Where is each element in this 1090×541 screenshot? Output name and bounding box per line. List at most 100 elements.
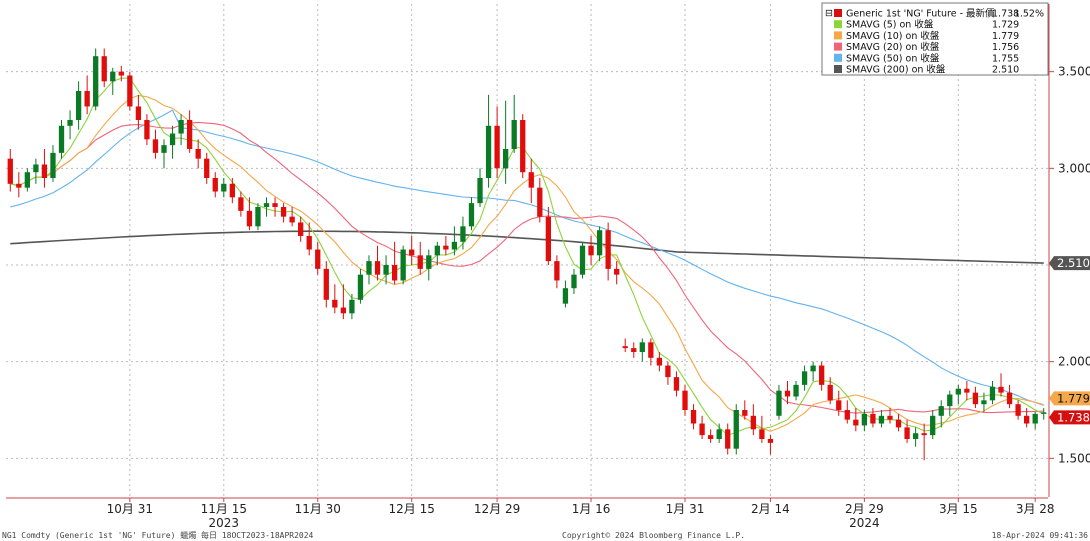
- candle-body: [588, 245, 594, 256]
- legend-swatch: [834, 65, 842, 73]
- candle: [298, 216, 304, 242]
- candle-body: [212, 178, 218, 192]
- candle: [494, 106, 500, 178]
- candle-body: [912, 433, 919, 439]
- legend-bullet: ⊟: [825, 8, 833, 19]
- x-tick-label: 3月 15: [939, 502, 978, 516]
- candle: [323, 261, 329, 308]
- candle-body: [648, 342, 654, 358]
- candle-body: [836, 400, 842, 410]
- candle: [793, 381, 799, 401]
- candle: [1006, 384, 1013, 409]
- candle-body: [169, 133, 176, 146]
- candle: [554, 255, 560, 289]
- sma10-line: [10, 94, 1044, 432]
- candle: [434, 241, 440, 265]
- candle-body: [238, 197, 244, 211]
- candle: [101, 48, 107, 88]
- candle-body: [195, 149, 201, 159]
- legend-value: 1.729: [992, 20, 1019, 31]
- candle: [827, 377, 833, 405]
- candle: [315, 241, 321, 275]
- candle: [41, 149, 48, 188]
- value-tag: 1.779: [1049, 391, 1090, 406]
- candle: [878, 410, 885, 428]
- candle: [605, 222, 611, 281]
- candle: [349, 294, 355, 320]
- candle: [947, 390, 953, 416]
- candle-body: [947, 394, 953, 407]
- candle: [75, 81, 82, 130]
- candle: [981, 392, 987, 412]
- legend-label: SMAVG (5) on 收盤: [846, 19, 934, 31]
- candle-body: [58, 125, 65, 153]
- candles: [7, 48, 1047, 461]
- candle: [537, 178, 543, 223]
- candle-body: [631, 348, 637, 352]
- legend-label: SMAVG (20) on 收盤: [846, 41, 940, 53]
- ma200-path: [10, 230, 1044, 264]
- candle: [870, 408, 876, 428]
- candle-body: [298, 222, 304, 236]
- ma20-path: [10, 121, 1044, 414]
- candle-body: [135, 106, 142, 120]
- candle: [750, 404, 756, 436]
- candle-body: [391, 265, 398, 281]
- legend-label: SMAVG (10) on 收盤: [846, 30, 940, 42]
- candle: [853, 408, 859, 432]
- candle: [776, 384, 782, 420]
- candle-body: [887, 415, 893, 420]
- candle-body: [554, 261, 560, 281]
- candle: [332, 284, 338, 314]
- legend-swatch: [834, 42, 842, 51]
- x-tick-label: 12月 29: [474, 502, 520, 516]
- candle: [84, 75, 90, 115]
- candle-body: [246, 210, 253, 227]
- candle: [1032, 411, 1038, 430]
- x-tick-label: 2月 14: [751, 502, 790, 516]
- candle: [528, 158, 534, 204]
- candle-body: [725, 429, 731, 449]
- candle-body: [16, 183, 22, 188]
- candle: [614, 261, 620, 285]
- candle: [571, 268, 577, 294]
- candle: [665, 361, 671, 385]
- candle-body: [152, 139, 159, 153]
- candle: [716, 423, 722, 443]
- right-value-labels: 2.510 1.779 1.738: [1049, 256, 1090, 425]
- candle-body: [1041, 412, 1047, 414]
- x-tick-label: 1月 31: [666, 502, 705, 516]
- candle-body: [366, 261, 372, 275]
- candle: [417, 241, 423, 275]
- candle: [460, 216, 466, 250]
- candle: [238, 191, 244, 217]
- candle: [391, 241, 398, 285]
- candle-body: [204, 158, 210, 178]
- candle: [58, 120, 65, 159]
- candle-body: [562, 288, 569, 304]
- candle: [306, 222, 312, 256]
- candle-body: [819, 365, 825, 385]
- candle-body: [520, 120, 526, 173]
- candle-body: [904, 427, 910, 439]
- candle-body: [528, 172, 534, 188]
- candle: [477, 168, 483, 207]
- candle-body: [767, 439, 774, 443]
- candle-body: [101, 56, 107, 82]
- legend-box: [821, 2, 1049, 76]
- candle: [374, 245, 381, 281]
- candle-body: [323, 268, 329, 300]
- legend-change: 1.52%: [1014, 9, 1044, 20]
- candle: [135, 94, 142, 130]
- candle-body: [502, 149, 509, 169]
- candle-body: [229, 183, 235, 198]
- candle-body: [955, 388, 961, 395]
- candle: [801, 365, 808, 391]
- candle: [204, 152, 210, 184]
- candle-body: [315, 249, 321, 269]
- value-tag: 1.738: [1049, 410, 1090, 425]
- candle-body: [84, 91, 90, 107]
- candle-body: [110, 71, 116, 82]
- candle-body: [272, 203, 278, 207]
